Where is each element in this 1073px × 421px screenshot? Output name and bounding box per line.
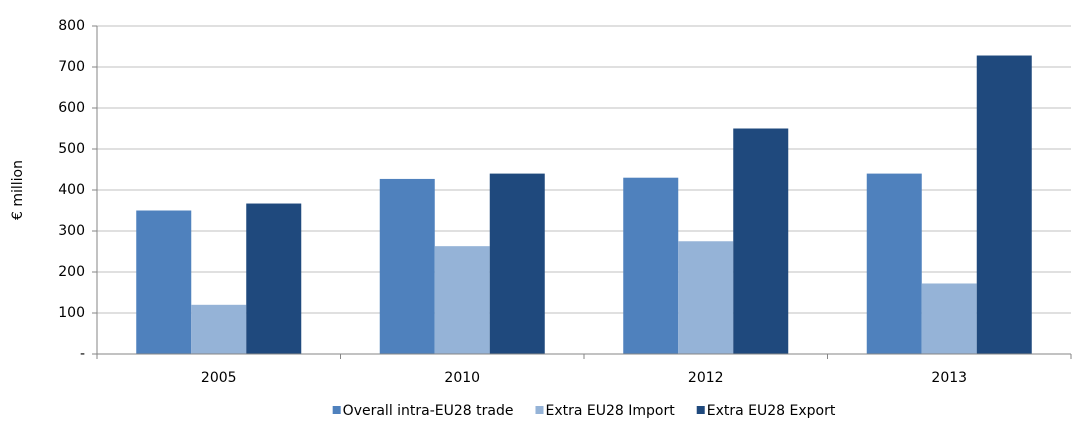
x-tick-label: 2005	[201, 370, 237, 386]
bar	[489, 173, 545, 354]
legend-label: Extra EU28 Export	[707, 403, 836, 419]
y-axis-label: € million	[10, 160, 26, 220]
y-tick-label: 100	[58, 305, 85, 321]
legend-label: Overall intra-EU28 trade	[343, 403, 514, 419]
y-tick-label: 700	[58, 59, 85, 75]
y-tick-label: 500	[58, 141, 85, 157]
x-tick-label: 2010	[444, 370, 480, 386]
bar	[976, 55, 1032, 355]
y-tick-label: 600	[58, 100, 85, 116]
bar	[379, 178, 435, 354]
bar	[921, 283, 977, 354]
legend-swatch	[535, 406, 544, 414]
bar	[678, 241, 734, 354]
bar	[191, 304, 247, 354]
legend-swatch	[332, 406, 341, 414]
bar	[866, 173, 922, 354]
bar	[136, 210, 192, 354]
legend-swatch	[696, 406, 705, 414]
y-tick-label: 400	[58, 182, 85, 198]
bar	[434, 246, 490, 354]
bar	[623, 177, 679, 354]
y-tick-label: -	[80, 346, 85, 362]
y-tick-label: 200	[58, 264, 85, 280]
bar	[246, 203, 302, 354]
bar	[733, 128, 789, 354]
x-tick-label: 2012	[688, 370, 724, 386]
legend-label: Extra EU28 Import	[545, 403, 675, 419]
x-tick-label: 2013	[931, 370, 967, 386]
y-tick-label: 300	[58, 223, 85, 239]
y-tick-label: 800	[58, 18, 85, 34]
